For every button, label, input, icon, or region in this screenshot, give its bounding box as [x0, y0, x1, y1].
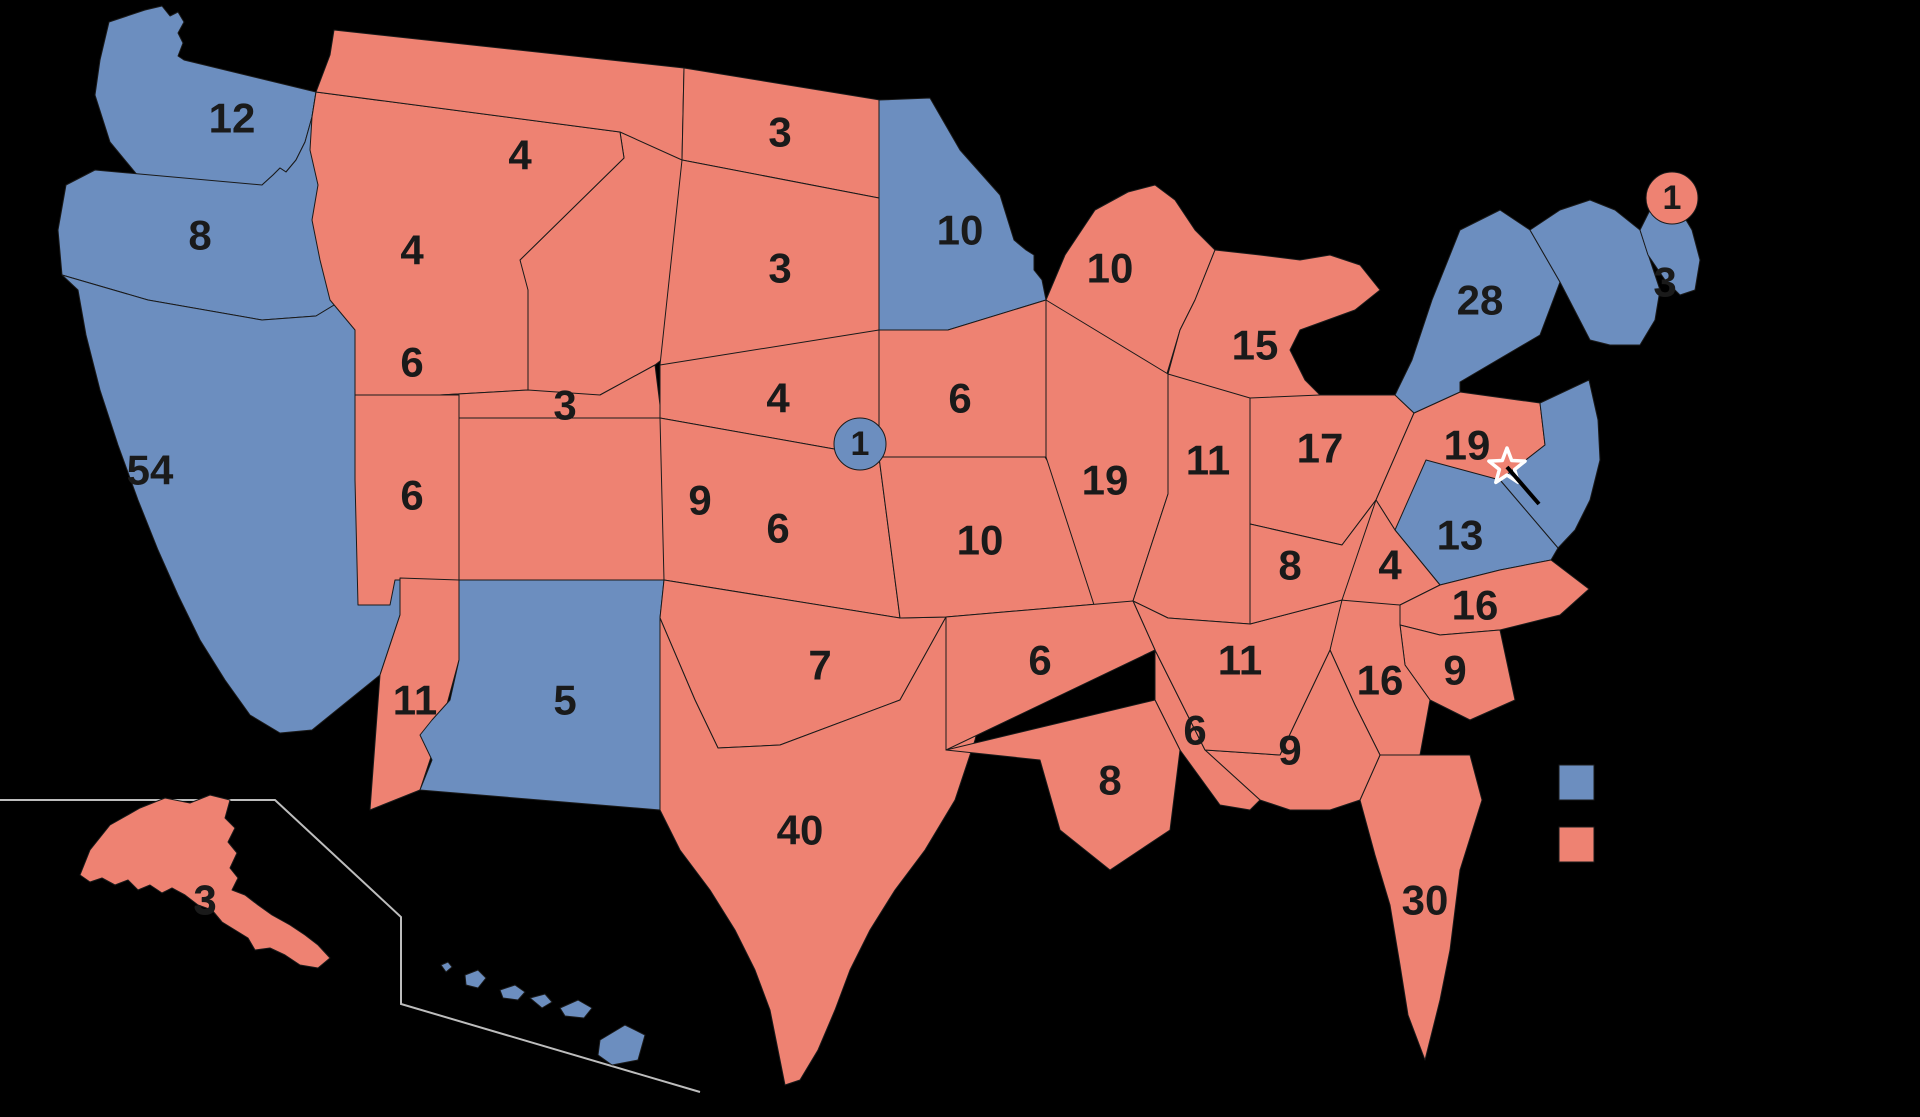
svg-text:4: 4	[1378, 542, 1402, 589]
svg-text:4: 4	[508, 132, 532, 179]
svg-text:54: 54	[127, 447, 174, 494]
svg-text:7: 7	[808, 642, 831, 689]
svg-text:3: 3	[768, 109, 791, 156]
svg-text:11: 11	[1218, 637, 1262, 684]
svg-text:3: 3	[193, 877, 216, 924]
svg-text:3: 3	[553, 382, 576, 429]
svg-text:1: 1	[1663, 179, 1682, 217]
svg-text:16: 16	[1452, 582, 1499, 629]
svg-text:8: 8	[1278, 542, 1301, 589]
svg-text:9: 9	[1278, 727, 1301, 774]
svg-text:19: 19	[1082, 457, 1129, 504]
svg-text:16: 16	[1357, 657, 1404, 704]
svg-text:3: 3	[768, 245, 791, 292]
svg-text:6: 6	[400, 339, 423, 386]
svg-text:4: 4	[400, 227, 424, 274]
svg-text:13: 13	[1437, 512, 1484, 559]
svg-text:19: 19	[1444, 422, 1491, 469]
svg-text:8: 8	[1098, 757, 1121, 804]
svg-text:30: 30	[1402, 877, 1449, 924]
svg-text:17: 17	[1297, 425, 1344, 472]
svg-text:6: 6	[1183, 707, 1206, 754]
svg-text:12: 12	[209, 95, 256, 142]
svg-text:6: 6	[400, 472, 423, 519]
svg-text:40: 40	[777, 807, 824, 854]
svg-text:10: 10	[937, 207, 984, 254]
svg-text:6: 6	[1028, 637, 1051, 684]
svg-text:1: 1	[851, 425, 870, 463]
svg-text:5: 5	[553, 677, 576, 724]
svg-text:10: 10	[957, 517, 1004, 564]
svg-text:8: 8	[188, 212, 211, 259]
svg-text:6: 6	[766, 505, 789, 552]
svg-text:3: 3	[1653, 259, 1676, 306]
svg-text:9: 9	[1443, 647, 1466, 694]
svg-text:11: 11	[393, 677, 437, 724]
svg-text:6: 6	[948, 375, 971, 422]
svg-text:15: 15	[1232, 322, 1279, 369]
svg-text:9: 9	[688, 477, 711, 524]
svg-text:10: 10	[1087, 245, 1134, 292]
svg-text:28: 28	[1457, 277, 1504, 324]
svg-text:11: 11	[1186, 437, 1230, 484]
svg-text:4: 4	[766, 375, 790, 422]
